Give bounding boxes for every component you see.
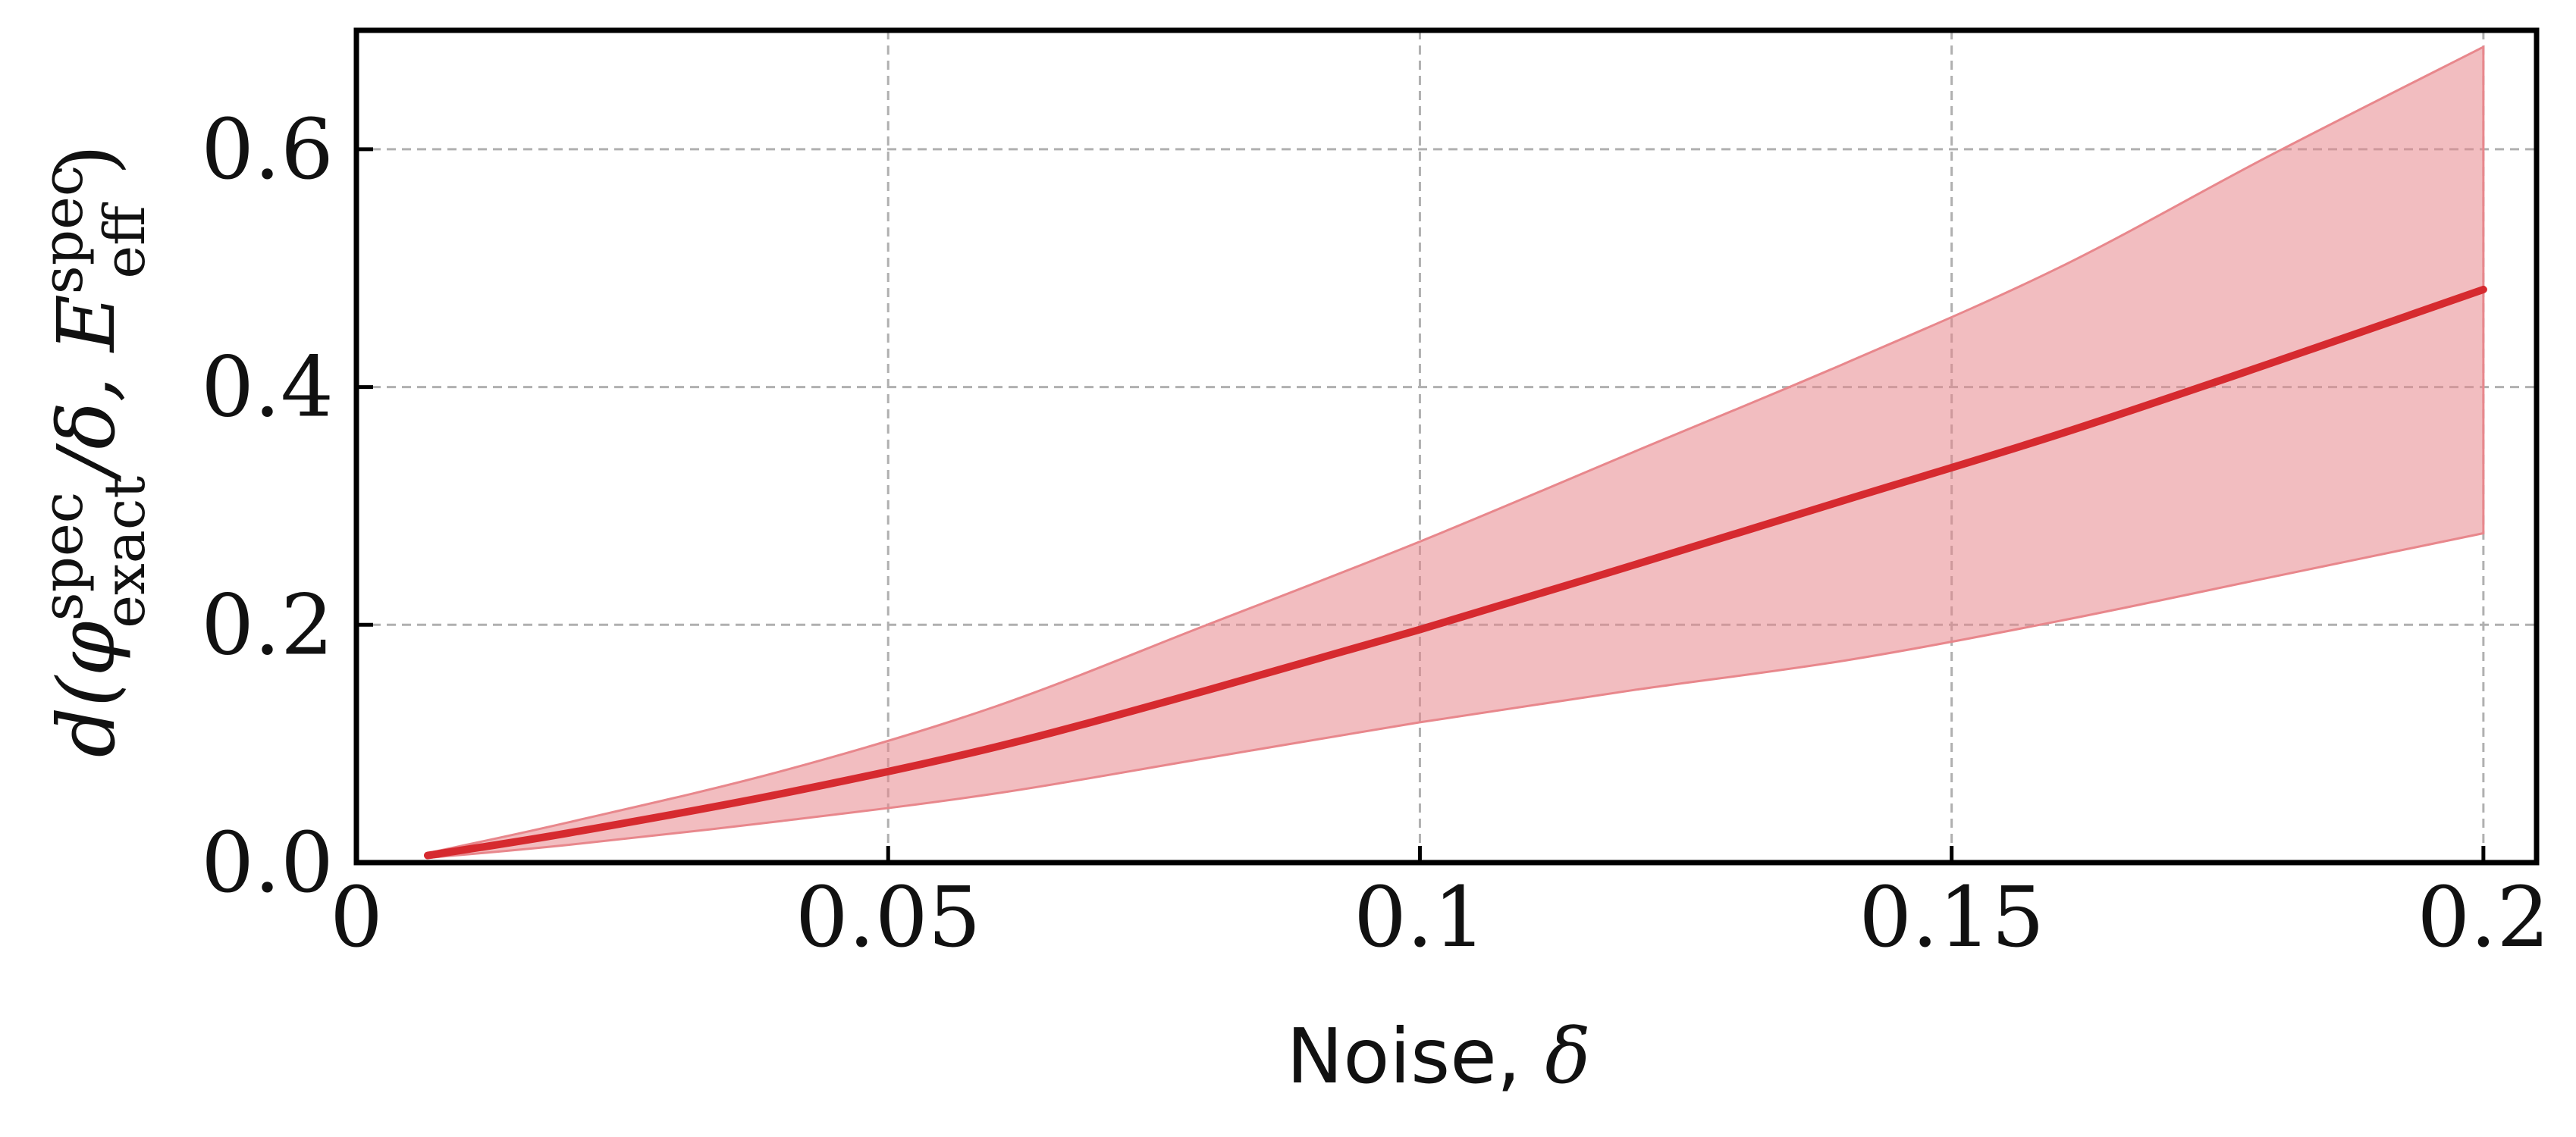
y-axis-title-E-sup: spec <box>30 165 96 295</box>
x-tick-label: 0.05 <box>795 869 981 966</box>
x-tick-label: 0.1 <box>1354 869 1486 966</box>
svg-text:d(φspecexact/δ, Especeff): d(φspecexact/δ, Especeff) <box>30 145 158 758</box>
y-axis-title-close: ) <box>40 145 133 176</box>
y-tick-label: 0.6 <box>201 101 334 198</box>
y-tick-label: 0.4 <box>201 339 334 436</box>
series-line <box>423 285 2487 860</box>
y-axis-title-E-sub: eff <box>93 202 158 279</box>
x-tick-label: 0 <box>330 869 383 966</box>
x-axis-title: Noise, δ <box>1286 1012 1590 1101</box>
plot-frame <box>353 27 2540 866</box>
confidence-band <box>426 45 2485 860</box>
y-axis-title-E: E <box>40 294 133 353</box>
axes-layer <box>353 27 2540 866</box>
y-tick-labels: 0.0 0.2 0.4 0.6 <box>201 101 334 911</box>
y-tick-label: 0.2 <box>201 576 334 673</box>
y-axis-title-phi-sup: spec <box>30 492 96 622</box>
x-tick-label: 0.15 <box>1859 869 2044 966</box>
x-axis-title-symbol: δ <box>1545 1012 1590 1101</box>
y-axis-title-mid: /δ, <box>40 352 133 483</box>
y-tick-label: 0.0 <box>201 814 334 911</box>
x-tick-labels: 0 0.05 0.1 0.15 0.2 <box>330 869 2549 966</box>
y-axis-title-d: d( <box>40 675 133 758</box>
y-axis-title-phi-sub: exact <box>93 476 158 628</box>
x-axis-title-text: Noise, <box>1286 1012 1545 1101</box>
y-axis-title-phi: φ <box>40 621 133 676</box>
confidence-band-layer <box>426 45 2485 860</box>
y-axis-title: d(φspecexact/δ, Especeff) <box>30 145 158 758</box>
x-tick-label: 0.2 <box>2417 869 2549 966</box>
series-line-layer <box>423 285 2487 860</box>
